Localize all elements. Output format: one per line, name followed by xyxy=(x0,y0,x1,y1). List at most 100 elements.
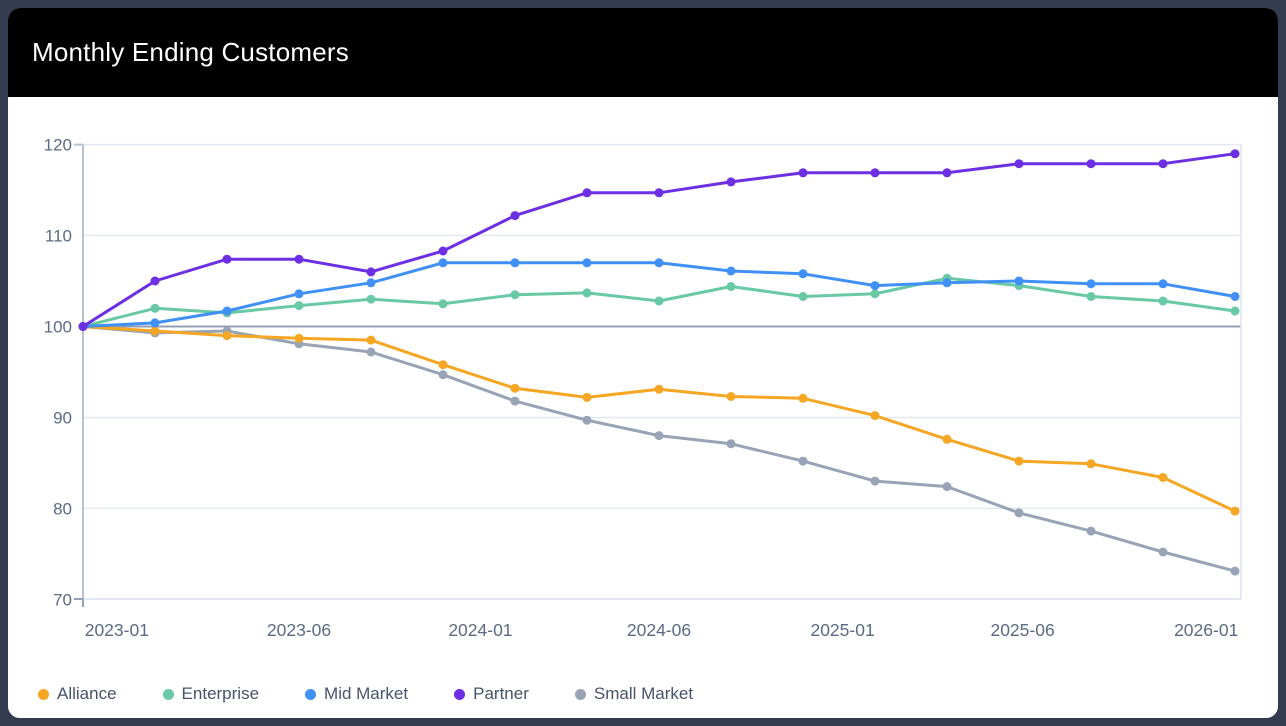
y-axis-tick-label: 100 xyxy=(44,318,72,337)
legend-item-partner[interactable]: Partner xyxy=(454,684,529,704)
y-axis-tick-label: 120 xyxy=(44,136,72,155)
chart-title: Monthly Ending Customers xyxy=(32,37,349,67)
data-point-mid-market xyxy=(654,258,664,268)
data-point-mid-market xyxy=(798,269,808,279)
data-point-mid-market xyxy=(582,258,592,268)
x-axis-tick-label: 2025-06 xyxy=(990,620,1054,640)
data-point-alliance xyxy=(582,392,592,402)
data-point-small-market xyxy=(582,415,592,425)
x-axis-tick-label: 2025-01 xyxy=(810,620,874,640)
data-point-small-market xyxy=(1158,547,1168,557)
data-point-mid-market xyxy=(1014,276,1024,286)
legend-item-small-market[interactable]: Small Market xyxy=(574,684,694,704)
data-point-partner xyxy=(798,168,808,178)
data-point-mid-market xyxy=(1158,279,1168,289)
x-axis-tick-label: 2023-06 xyxy=(267,620,331,640)
data-point-mid-market xyxy=(438,258,448,268)
x-axis-tick-label: 2024-01 xyxy=(448,620,512,640)
data-point-enterprise xyxy=(870,289,880,299)
data-point-small-market xyxy=(726,439,736,449)
data-point-partner xyxy=(294,254,304,264)
data-point-alliance xyxy=(726,392,736,401)
legend-item-alliance[interactable]: Alliance xyxy=(38,684,117,704)
data-point-enterprise xyxy=(294,301,304,311)
legend-swatch-small-market xyxy=(574,688,586,700)
data-point-small-market xyxy=(798,456,808,466)
legend-item-mid-market[interactable]: Mid Market xyxy=(305,684,408,704)
card-header: Monthly Ending Customers xyxy=(8,8,1278,97)
data-point-partner xyxy=(1086,159,1096,169)
y-axis-tick-label: 70 xyxy=(53,590,72,609)
series-line-alliance xyxy=(81,325,1237,513)
data-point-enterprise xyxy=(438,299,448,309)
legend-swatch-mid-market xyxy=(305,688,317,700)
legend-label: Small Market xyxy=(593,684,694,703)
legend-swatch-enterprise xyxy=(162,688,174,700)
data-point-mid-market xyxy=(942,278,952,288)
data-point-partner xyxy=(510,211,520,221)
data-point-mid-market xyxy=(150,318,160,328)
series-line-mid-market xyxy=(81,261,1237,328)
data-point-alliance xyxy=(654,384,664,394)
data-point-alliance xyxy=(1014,456,1024,466)
data-point-partner xyxy=(150,276,160,286)
data-point-enterprise xyxy=(726,282,736,291)
data-point-partner xyxy=(582,188,592,198)
data-point-alliance xyxy=(1230,506,1240,516)
series-line-small-market xyxy=(81,325,1237,573)
data-point-small-market xyxy=(1230,566,1240,576)
chart-area: 70 80 90 100 110 120 2023-01 2023-06 2024-01 2024… xyxy=(8,97,1278,718)
data-point-enterprise xyxy=(510,290,520,300)
data-point-mid-market xyxy=(366,278,376,288)
data-point-alliance xyxy=(366,335,376,345)
data-point-partner xyxy=(726,177,736,187)
legend-item-enterprise[interactable]: Enterprise xyxy=(162,684,260,704)
data-point-partner xyxy=(654,188,664,198)
data-point-enterprise xyxy=(1158,296,1168,306)
data-point-alliance xyxy=(222,331,232,341)
data-point-alliance xyxy=(150,326,160,336)
data-point-mid-market xyxy=(1230,292,1240,301)
legend-label: Partner xyxy=(473,684,529,703)
x-axis-tick-label: 2024-06 xyxy=(627,620,691,640)
x-axis-tick-label: 2023-01 xyxy=(85,620,149,640)
data-point-alliance xyxy=(438,360,448,370)
chart-legend: Alliance Enterprise Mid Market Partner Small… xyxy=(38,678,693,710)
data-point-alliance xyxy=(870,411,880,421)
data-point-partner xyxy=(1230,149,1240,159)
y-axis-tick-label: 90 xyxy=(53,408,72,427)
data-point-enterprise xyxy=(150,303,160,313)
data-point-enterprise xyxy=(1086,292,1096,301)
x-axis-tick-label: 2026-01 xyxy=(1174,620,1238,640)
data-point-alliance xyxy=(942,434,952,444)
data-point-partner xyxy=(942,168,952,178)
legend-label: Enterprise xyxy=(181,684,260,703)
data-point-alliance xyxy=(294,333,304,343)
line-chart: 70 80 90 100 110 120 2023-01 2023-06 2024-01 2024… xyxy=(44,136,1242,640)
data-point-enterprise xyxy=(582,288,592,298)
data-point-alliance xyxy=(1086,459,1096,469)
data-point-small-market xyxy=(438,370,448,380)
data-point-partner xyxy=(366,267,376,277)
data-point-enterprise xyxy=(366,294,376,304)
data-point-small-market xyxy=(1014,508,1024,518)
data-point-small-market xyxy=(942,482,952,492)
data-point-alliance xyxy=(798,393,808,403)
data-point-mid-market xyxy=(294,289,304,299)
data-point-mid-market xyxy=(222,306,232,316)
data-point-mid-market xyxy=(1086,279,1096,289)
data-point-partner xyxy=(438,246,448,256)
data-point-small-market xyxy=(654,431,664,441)
data-point-partner xyxy=(1158,159,1168,169)
data-point-small-market xyxy=(870,476,880,486)
legend-label: Alliance xyxy=(57,684,117,703)
data-point-partner xyxy=(78,322,88,331)
data-point-alliance xyxy=(1158,473,1168,482)
data-point-enterprise xyxy=(798,292,808,301)
data-point-small-market xyxy=(510,396,520,406)
legend-swatch-partner xyxy=(454,688,466,700)
data-point-enterprise xyxy=(654,296,664,306)
data-point-alliance xyxy=(510,383,520,393)
data-point-partner xyxy=(222,254,232,264)
data-point-small-market xyxy=(1086,526,1096,536)
